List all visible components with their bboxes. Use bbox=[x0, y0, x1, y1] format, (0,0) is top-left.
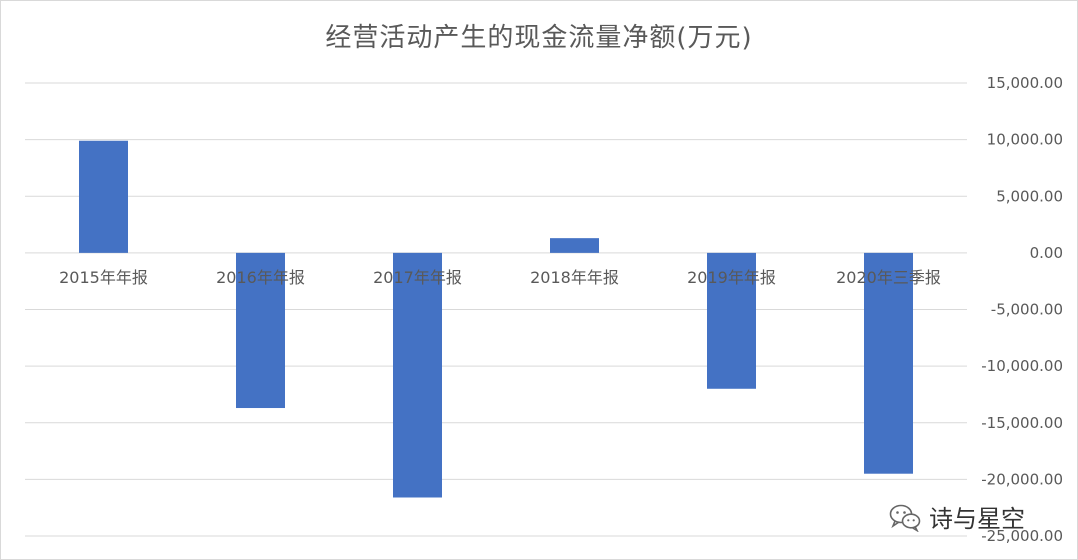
bar bbox=[79, 140, 128, 253]
x-category-label: 2018年年报 bbox=[530, 268, 619, 287]
bar bbox=[550, 238, 599, 253]
wechat-icon bbox=[889, 504, 921, 532]
watermark: 诗与星空 bbox=[889, 499, 1025, 534]
x-category-label: 2019年年报 bbox=[687, 268, 776, 287]
bar bbox=[864, 252, 913, 474]
watermark-text: 诗与星空 bbox=[929, 505, 1025, 533]
y-tick-label: -10,000.00 bbox=[981, 357, 1063, 375]
x-axis-categories: 2015年年报 2016年年报 2017年年报 2018年年报 2019年年报 2020年… bbox=[59, 268, 941, 287]
bar bbox=[707, 252, 756, 389]
bar bbox=[393, 252, 442, 498]
y-tick-label: -5,000.00 bbox=[991, 301, 1063, 319]
y-tick-label: 10,000.00 bbox=[987, 131, 1063, 149]
x-category-label: 2016年年报 bbox=[216, 268, 305, 287]
chart-title: 经营活动产生的现金流量净额(万元) bbox=[325, 23, 753, 53]
y-tick-label: 5,000.00 bbox=[996, 187, 1063, 205]
x-category-label: 2020年三季报 bbox=[836, 268, 941, 287]
y-axis-ticks: 15,000.00 10,000.00 5,000.00 0.00 -5,000.00 -… bbox=[981, 74, 1063, 545]
bars bbox=[79, 140, 913, 498]
y-tick-label: -15,000.00 bbox=[981, 414, 1063, 432]
y-tick-label: -25,000.00 bbox=[981, 527, 1063, 545]
y-tick-label: 15,000.00 bbox=[987, 74, 1063, 92]
bar bbox=[236, 252, 285, 409]
x-category-label: 2015年年报 bbox=[59, 268, 148, 287]
y-tick-label: -20,000.00 bbox=[981, 470, 1063, 488]
gridlines bbox=[25, 82, 967, 537]
y-tick-label: 0.00 bbox=[1030, 244, 1063, 262]
x-category-label: 2017年年报 bbox=[373, 268, 462, 287]
